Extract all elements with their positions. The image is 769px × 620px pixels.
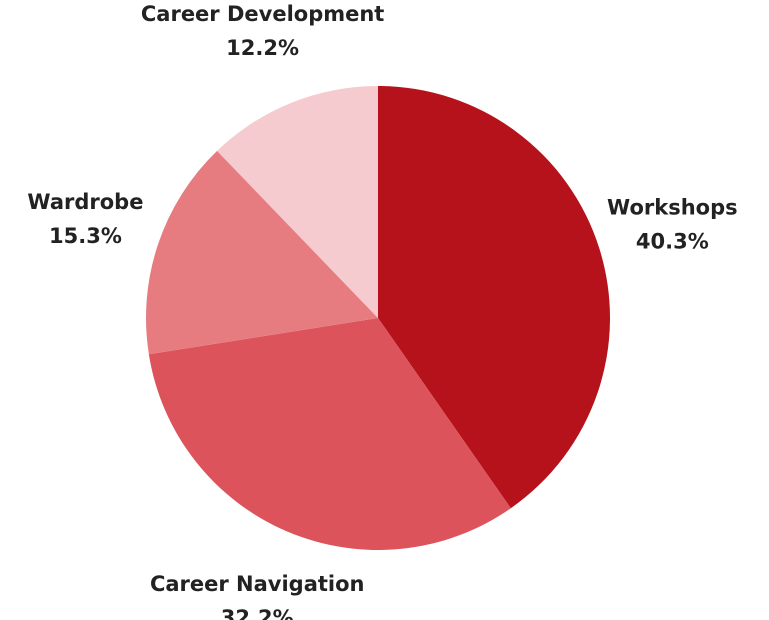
slice-value-label: 15.3%	[49, 224, 122, 248]
slice-label: Workshops	[607, 195, 738, 219]
slice-label: Career Development	[141, 2, 384, 26]
slice-label: Career Navigation	[150, 572, 365, 596]
slice-value-label: 12.2%	[226, 36, 299, 60]
slice-label: Wardrobe	[27, 190, 143, 214]
pie-slice	[148, 318, 511, 550]
pie-slice	[146, 150, 378, 355]
pie-slice	[217, 86, 378, 318]
slice-value-label: 32.2%	[221, 606, 294, 620]
slice-value-label: 40.3%	[636, 229, 709, 253]
pie-slice	[378, 86, 610, 509]
